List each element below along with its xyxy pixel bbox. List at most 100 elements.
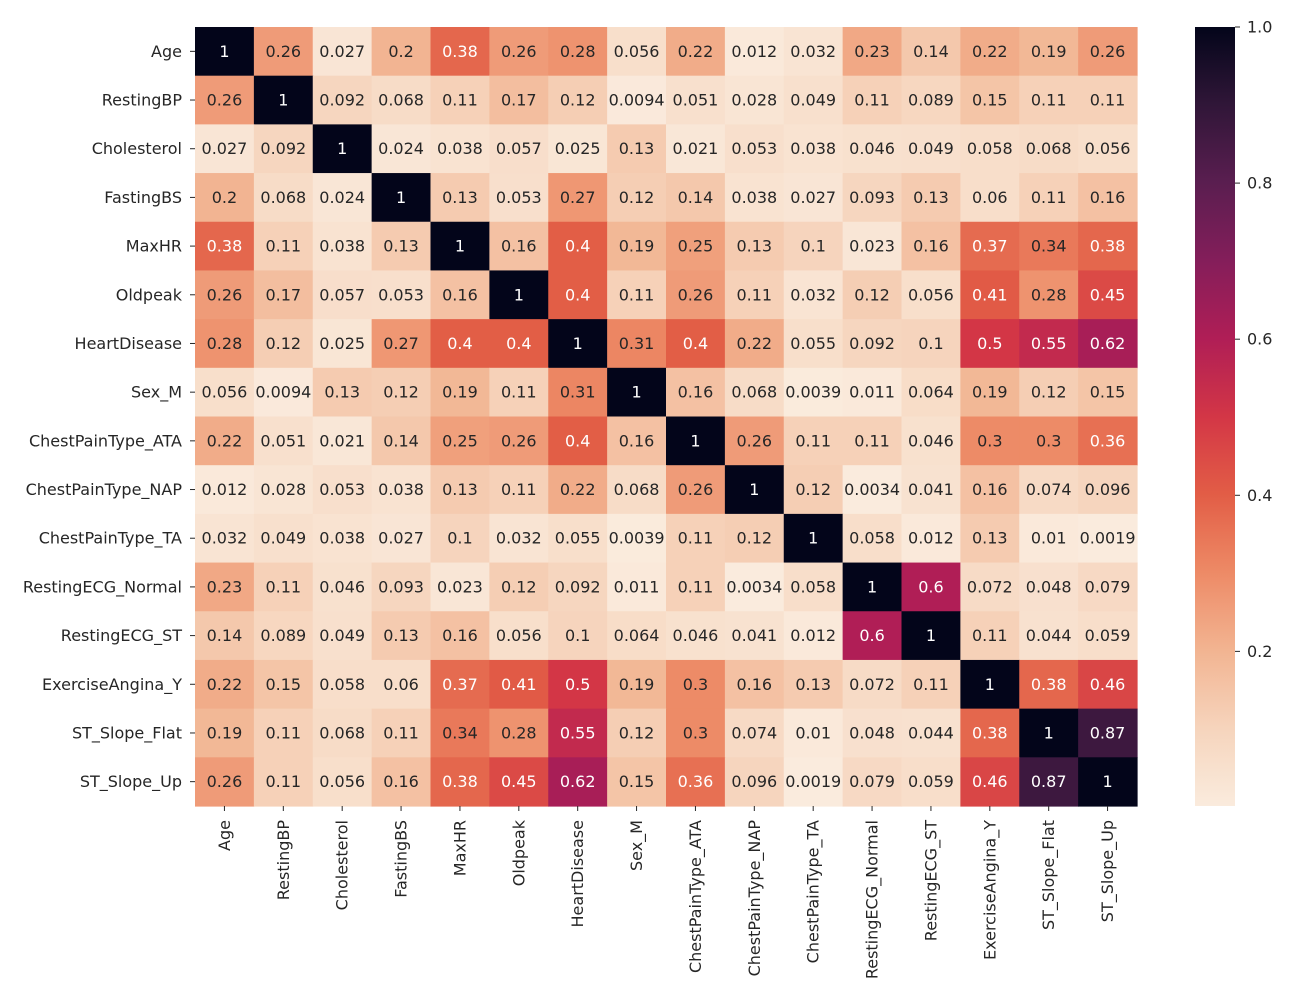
cell-annotation: 0.0039 <box>785 383 841 402</box>
cell-annotation: 0.1 <box>800 237 825 256</box>
heatmap-cell <box>489 659 549 710</box>
heatmap-cell <box>253 757 314 807</box>
heatmap-cell <box>253 416 314 466</box>
heatmap-cell <box>901 75 961 125</box>
cell-annotation: 0.11 <box>501 480 537 499</box>
heatmap-cell <box>960 465 1020 515</box>
cell-annotation: 0.38 <box>972 723 1008 742</box>
heatmap-cell <box>430 75 490 125</box>
heatmap-cell <box>489 757 549 807</box>
cell-annotation: 0.11 <box>265 723 301 742</box>
heatmap-cell <box>195 611 255 661</box>
cell-annotation: 0.025 <box>555 139 601 158</box>
heatmap-cell <box>724 416 785 466</box>
cell-annotation: 0.36 <box>678 772 714 791</box>
y-tick-label: ChestPainType_ATA <box>29 431 182 451</box>
heatmap-cell <box>607 367 667 418</box>
cell-annotation: 0.13 <box>972 529 1008 548</box>
heatmap-cell <box>195 124 255 174</box>
heatmap-cell <box>548 319 608 369</box>
cell-annotation: 0.032 <box>790 42 836 61</box>
cell-annotation: 0.072 <box>967 577 1013 596</box>
heatmap-cell <box>371 75 432 125</box>
cell-annotation: 0.16 <box>913 237 949 256</box>
heatmap-cell <box>195 416 255 466</box>
heatmap-cell <box>666 319 726 369</box>
cell-annotation: 0.87 <box>1090 723 1126 742</box>
heatmap-cell <box>901 270 961 320</box>
heatmap-cell <box>960 416 1020 466</box>
cell-annotation: 0.28 <box>501 723 537 742</box>
heatmap-cell <box>489 708 549 758</box>
cell-annotation: 0.01 <box>795 723 831 742</box>
heatmap-cell <box>960 611 1020 661</box>
cell-annotation: 0.3 <box>1036 431 1061 450</box>
cell-annotation: 0.37 <box>442 675 478 694</box>
cell-annotation: 0.12 <box>265 334 301 353</box>
cell-annotation: 1 <box>396 188 406 207</box>
heatmap-cell <box>842 319 903 369</box>
heatmap-cell <box>253 173 314 223</box>
cell-annotation: 0.4 <box>565 431 590 450</box>
cell-annotation: 0.22 <box>207 675 243 694</box>
heatmap-cell <box>666 27 726 77</box>
heatmap-cell <box>1019 75 1079 125</box>
heatmap-cell <box>901 173 961 223</box>
heatmap-cell <box>724 221 785 272</box>
heatmap-cell <box>842 416 903 466</box>
heatmap-cell <box>901 611 961 661</box>
heatmap-cell <box>1019 173 1079 223</box>
cell-annotation: 0.1 <box>447 529 472 548</box>
heatmap-cell <box>489 221 549 272</box>
cell-annotation: 0.068 <box>260 188 306 207</box>
cell-annotation: 0.46 <box>1090 675 1126 694</box>
heatmap-cell <box>253 124 314 174</box>
x-tick-label: HeartDisease <box>568 820 587 927</box>
heatmap-cell <box>842 708 903 758</box>
cell-annotation: 0.092 <box>260 139 306 158</box>
cell-annotation: 1 <box>867 577 877 596</box>
cell-annotation: 0.0019 <box>1080 529 1136 548</box>
heatmap-cell <box>724 757 785 807</box>
cell-annotation: 0.55 <box>1031 334 1067 353</box>
heatmap-cell <box>666 708 726 758</box>
cell-annotation: 0.11 <box>678 577 714 596</box>
cell-annotation: 0.19 <box>442 383 478 402</box>
heatmap-cell <box>1078 465 1138 515</box>
heatmap-cell <box>783 659 844 710</box>
heatmap-cell <box>253 708 314 758</box>
heatmap-cell <box>489 124 549 174</box>
cell-annotation: 0.057 <box>496 139 542 158</box>
heatmap-cell <box>842 611 903 661</box>
y-axis: Age RestingBP Cholesterol FastingBS MaxHR Old… <box>23 42 195 792</box>
cell-annotation: 0.027 <box>319 42 365 61</box>
y-tick-label: RestingECG_ST <box>61 626 182 646</box>
y-tick-label: HeartDisease <box>75 334 182 353</box>
cell-annotation: 0.0094 <box>255 383 311 402</box>
heatmap-cell <box>548 611 608 661</box>
heatmap-cell <box>195 173 255 223</box>
cell-annotation: 0.12 <box>736 529 772 548</box>
heatmap-cell <box>1019 221 1079 272</box>
heatmap-cell <box>607 708 667 758</box>
heatmap-cell <box>1019 562 1079 612</box>
heatmap-cell <box>312 319 373 369</box>
cell-annotation: 0.26 <box>501 42 537 61</box>
y-tick-label: RestingECG_Normal <box>23 577 182 597</box>
cell-annotation: 0.13 <box>795 675 831 694</box>
cell-annotation: 0.068 <box>731 383 777 402</box>
cell-annotation: 1 <box>1044 723 1054 742</box>
heatmap-cell <box>548 708 608 758</box>
cell-annotation: 0.041 <box>908 480 954 499</box>
heatmap-cell <box>1019 270 1079 320</box>
cell-annotation: 0.23 <box>207 577 243 596</box>
cell-annotation: 0.16 <box>501 237 537 256</box>
heatmap-cell <box>607 513 667 564</box>
heatmap-annotations: 1 0.26 0.027 0.2 0.38 0.26 0.28 0.056 0.22 0.012 0… <box>202 42 1136 791</box>
cell-annotation: 0.056 <box>496 626 542 645</box>
heatmap-cell <box>371 221 432 272</box>
cell-annotation: 0.16 <box>442 285 478 304</box>
cell-annotation: 0.41 <box>972 285 1008 304</box>
cell-annotation: 0.16 <box>383 772 419 791</box>
